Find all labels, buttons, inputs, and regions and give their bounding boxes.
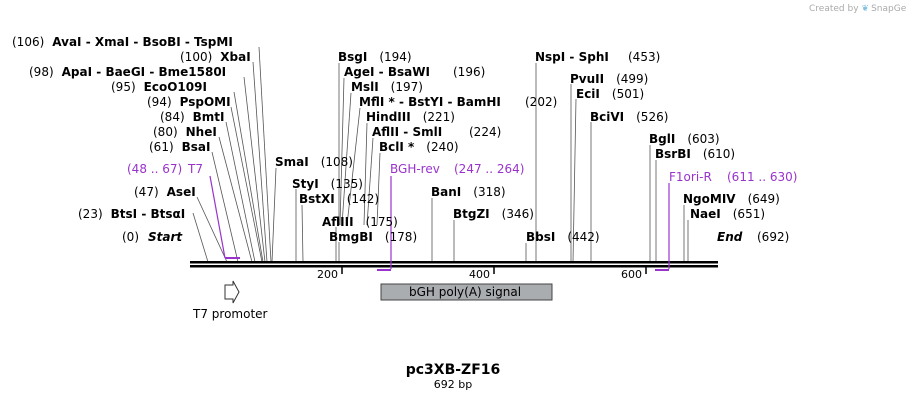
site-label-pspomi: (94) PspOMI (147, 95, 231, 109)
site-label-bsrbi: BsrBI (610) (655, 147, 735, 161)
start-label: (0) Start (122, 230, 183, 244)
feature-label-bgh-polya: bGH poly(A) signal (409, 285, 521, 299)
site-label-agei: AgeI - BsaWI (196) (344, 65, 485, 79)
site-label-mfli: MflI * - BstYI - BamHI (202) (359, 95, 557, 109)
site-label-styi: StyI (135) (292, 177, 363, 191)
site-label-afliii: AflIII (175) (322, 215, 398, 229)
plasmid-length: 692 bp (434, 378, 472, 391)
site-label-avai: (106) AvaI - XmaI - BsoBI - TspMI (12, 35, 233, 49)
primer-label-f1ori-r: F1ori-R (611 .. 630) (669, 170, 797, 184)
end-label: End (692) (717, 230, 789, 244)
t7-promoter-arrow-icon (224, 280, 240, 304)
bgh-polya-signal-box (380, 283, 553, 301)
site-label-ngomiv: NgoMIV (649) (683, 192, 780, 206)
site-label-hindiii: HindIII (221) (366, 110, 455, 124)
plasmid-name: pc3XB-ZF16 (406, 362, 501, 378)
site-label-bstxi: BstXI (142) (299, 192, 379, 206)
site-label-nhei: (80) NheI (153, 125, 217, 139)
primers: (48 .. 67) T7 BGH-rev (247 .. 264) F1ori-R… (127, 162, 797, 271)
site-label-nspi: NspI - SphI (453) (535, 50, 660, 64)
primer-label-bgh-rev: BGH-rev (247 .. 264) (390, 162, 524, 176)
tick-label-400: 400 (469, 268, 490, 281)
restriction-site-labels: (106) AvaI - XmaI - BsoBI - TspMI (100) Xb… (12, 35, 780, 244)
site-label-naei: NaeI (651) (690, 207, 765, 221)
created-by-credit: Created by❦SnapGene (809, 4, 907, 14)
site-label-bmti: (84) BmtI (160, 110, 225, 124)
backbone (190, 261, 718, 268)
site-label-msli: MslI (197) (351, 80, 423, 94)
site-label-bbsi: BbsI (442) (526, 230, 600, 244)
tick-label-200: 200 (317, 268, 338, 281)
site-label-bsgi: BsgI (194) (338, 50, 412, 64)
primer-connector-t7 (209, 175, 226, 259)
site-label-xbai: (100) XbaI (180, 50, 251, 64)
site-connectors (192, 46, 689, 263)
site-label-bgli: BglI (603) (649, 132, 720, 146)
site-label-bsai: (61) BsaI (149, 140, 211, 154)
site-label-bcli: BclI * (240) (379, 140, 459, 154)
axis-ticks: 200 400 600 (317, 267, 647, 281)
site-label-asei: (47) AseI (134, 185, 196, 199)
site-label-btgzi: BtgZI (346) (453, 207, 534, 221)
tick-label-600: 600 (621, 268, 642, 281)
site-label-bani: BanI (318) (431, 185, 506, 199)
site-label-bcivi: BciVI (526) (590, 110, 668, 124)
primer-label-t7: (48 .. 67) T7 (127, 162, 203, 176)
site-label-btsi: (23) BtsI - BtsαI (78, 207, 185, 221)
feature-label-t7-promoter: T7 promoter (192, 307, 268, 321)
site-label-aflii: AflII - SmlI (224) (372, 125, 501, 139)
site-label-smai: SmaI (108) (275, 155, 353, 169)
features: T7 promoter bGH poly(A) signal (192, 280, 553, 321)
site-label-ecii: EciI (501) (576, 87, 644, 101)
snapgene-logo-icon: ❦ (862, 4, 870, 14)
site-label-pvuii: PvuII (499) (570, 72, 648, 86)
site-label-ecoo109i: (95) EcoO109I (111, 80, 207, 94)
site-label-apai: (98) ApaI - BaeGI - Bme1580I (29, 65, 226, 79)
site-label-bmgbi: BmgBI (178) (329, 230, 417, 244)
